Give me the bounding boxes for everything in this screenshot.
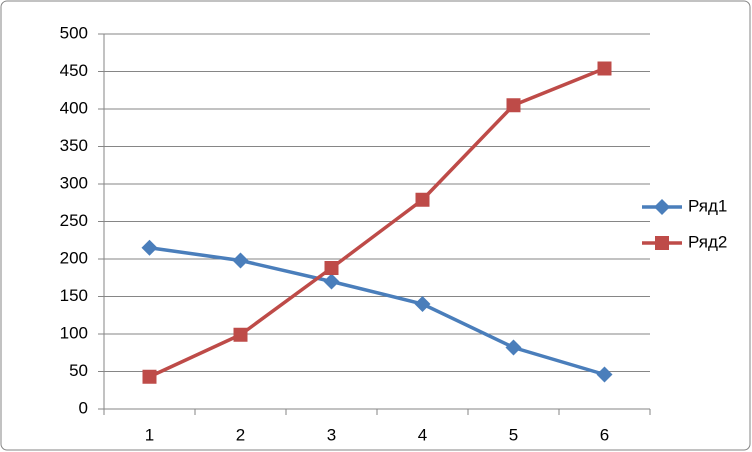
x-tick-label: 4 — [418, 425, 427, 444]
y-tick-label: 50 — [69, 361, 88, 380]
x-tick-label: 6 — [600, 425, 609, 444]
data-point — [323, 273, 340, 290]
y-tick-label: 500 — [60, 23, 88, 42]
y-tick-label: 150 — [60, 286, 88, 305]
y-tick-label: 400 — [60, 98, 88, 117]
data-point — [142, 369, 157, 384]
data-point — [596, 366, 613, 383]
data-point — [597, 61, 612, 76]
series-line — [148, 66, 606, 379]
x-tick-label: 5 — [509, 425, 518, 444]
x-tick-label: 3 — [327, 425, 336, 444]
data-point — [506, 98, 521, 113]
data-point — [505, 339, 522, 356]
x-tick-label: 2 — [236, 425, 245, 444]
data-point — [414, 296, 431, 312]
data-point — [232, 252, 249, 269]
y-tick-label: 200 — [60, 248, 88, 267]
series-line — [149, 246, 605, 377]
y-tick-label: 450 — [60, 61, 88, 80]
legend-marker — [654, 199, 670, 215]
data-point — [141, 239, 158, 256]
legend-label: Ряд2 — [688, 232, 727, 251]
data-point — [415, 192, 430, 207]
data-point — [233, 327, 248, 342]
x-tick-label: 1 — [145, 425, 154, 444]
legend-marker — [655, 236, 669, 250]
y-tick-label: 300 — [60, 173, 88, 192]
y-tick-label: 250 — [60, 211, 88, 230]
y-tick-label: 100 — [60, 323, 88, 342]
legend-label: Ряд1 — [688, 196, 727, 215]
y-tick-label: 350 — [60, 136, 88, 155]
data-point — [324, 261, 339, 275]
y-tick-label: 0 — [79, 398, 88, 417]
